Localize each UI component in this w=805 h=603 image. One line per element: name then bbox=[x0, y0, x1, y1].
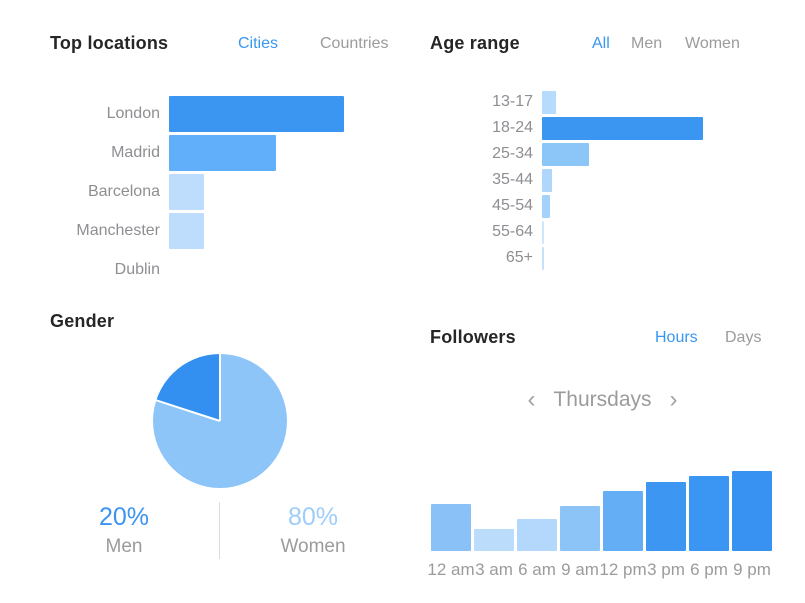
bar-3pm bbox=[646, 482, 686, 551]
bar-row: Dublin bbox=[50, 250, 390, 289]
category-label: Manchester bbox=[76, 221, 160, 239]
women-percent: 80% bbox=[287, 503, 339, 531]
tab-countries[interactable]: Countries bbox=[320, 35, 389, 52]
bar-65- bbox=[542, 246, 544, 270]
top-locations-chart: London Madrid Barcelona Manchester Dublin bbox=[50, 94, 390, 289]
gender-stat-women: 80% Women bbox=[253, 503, 373, 558]
tab-all[interactable]: All bbox=[592, 35, 610, 52]
day-selector-label: Thursdays bbox=[553, 388, 652, 411]
category-label: 18-24 bbox=[492, 119, 533, 136]
bar-18-24 bbox=[542, 116, 703, 140]
x-tick-label: 9 pm bbox=[733, 560, 771, 579]
category-label: London bbox=[106, 104, 160, 122]
bar-6pm bbox=[689, 476, 729, 551]
tab-days[interactable]: Days bbox=[725, 329, 762, 346]
bar-row: Manchester bbox=[50, 211, 390, 250]
x-tick-label: 6 pm bbox=[690, 560, 728, 579]
bar-9am bbox=[560, 506, 600, 551]
bar-row: 35-44 bbox=[453, 167, 783, 193]
tab-women[interactable]: Women bbox=[685, 35, 740, 52]
bar-row: 65+ bbox=[453, 245, 783, 271]
category-label: Dublin bbox=[114, 260, 160, 278]
category-label: 13-17 bbox=[492, 93, 533, 110]
gender-stats-divider bbox=[219, 502, 220, 559]
bar-12pm bbox=[603, 491, 643, 551]
tab-hours[interactable]: Hours bbox=[655, 329, 698, 346]
x-tick-label: 9 am bbox=[561, 560, 599, 579]
bar-row: Barcelona bbox=[50, 172, 390, 211]
bar-25-34 bbox=[542, 142, 589, 166]
bar-row: 55-64 bbox=[453, 219, 783, 245]
gender-stat-men: 20% Men bbox=[64, 503, 184, 558]
category-label: 55-64 bbox=[492, 223, 533, 240]
x-tick-label: 12 pm bbox=[599, 560, 647, 579]
men-label: Men bbox=[105, 536, 143, 557]
men-percent: 20% bbox=[98, 503, 150, 531]
top-locations-title: Top locations bbox=[50, 33, 169, 53]
bar-row: 25-34 bbox=[453, 141, 783, 167]
gender-title: Gender bbox=[50, 311, 115, 331]
x-tick-label: 3 am bbox=[475, 560, 513, 579]
bar-row: 18-24 bbox=[453, 115, 783, 141]
x-tick-label: 12 am bbox=[427, 560, 475, 579]
age-range-chart: 13-17 18-24 25-34 35-44 45-54 55-64 65+ bbox=[453, 89, 783, 271]
bar-45-54 bbox=[542, 194, 550, 218]
category-label: Madrid bbox=[111, 143, 160, 161]
category-label: 25-34 bbox=[492, 145, 533, 162]
bar-row: Madrid bbox=[50, 133, 390, 172]
bar-12am bbox=[431, 504, 471, 551]
category-label: 45-54 bbox=[492, 197, 533, 214]
bar-row: London bbox=[50, 94, 390, 133]
bar-3am bbox=[474, 529, 514, 551]
women-label: Women bbox=[280, 536, 346, 557]
bar-london bbox=[169, 95, 344, 132]
category-label: 65+ bbox=[505, 249, 533, 266]
pie-seam-top bbox=[219, 354, 221, 421]
bar-9pm bbox=[732, 471, 772, 551]
pie-seam-men-women bbox=[155, 399, 221, 422]
category-label: Barcelona bbox=[87, 182, 160, 200]
followers-x-axis: 12 am 3 am 6 am 9 am 12 pm 3 pm 6 pm 9 pm bbox=[427, 560, 771, 580]
bar-13-17 bbox=[542, 90, 556, 114]
gender-pie-chart bbox=[153, 354, 287, 488]
bar-6am bbox=[517, 519, 557, 551]
tab-men[interactable]: Men bbox=[631, 35, 663, 52]
x-tick-label: 3 pm bbox=[647, 560, 685, 579]
category-label: 35-44 bbox=[492, 171, 533, 188]
bar-madrid bbox=[169, 134, 276, 171]
followers-chart bbox=[431, 471, 772, 551]
bar-row: 13-17 bbox=[453, 89, 783, 115]
chevron-left-icon[interactable]: ‹ bbox=[527, 386, 536, 413]
tab-cities[interactable]: Cities bbox=[238, 35, 279, 52]
chevron-right-icon[interactable]: › bbox=[669, 386, 678, 413]
bar-35-44 bbox=[542, 168, 552, 192]
bar-barcelona bbox=[169, 173, 204, 210]
followers-title: Followers bbox=[430, 327, 516, 347]
bar-manchester bbox=[169, 212, 204, 249]
bar-55-64 bbox=[542, 220, 544, 244]
day-selector: ‹ Thursdays › bbox=[430, 388, 775, 412]
x-tick-label: 6 am bbox=[518, 560, 556, 579]
age-range-title: Age range bbox=[430, 33, 520, 53]
bar-row: 45-54 bbox=[453, 193, 783, 219]
